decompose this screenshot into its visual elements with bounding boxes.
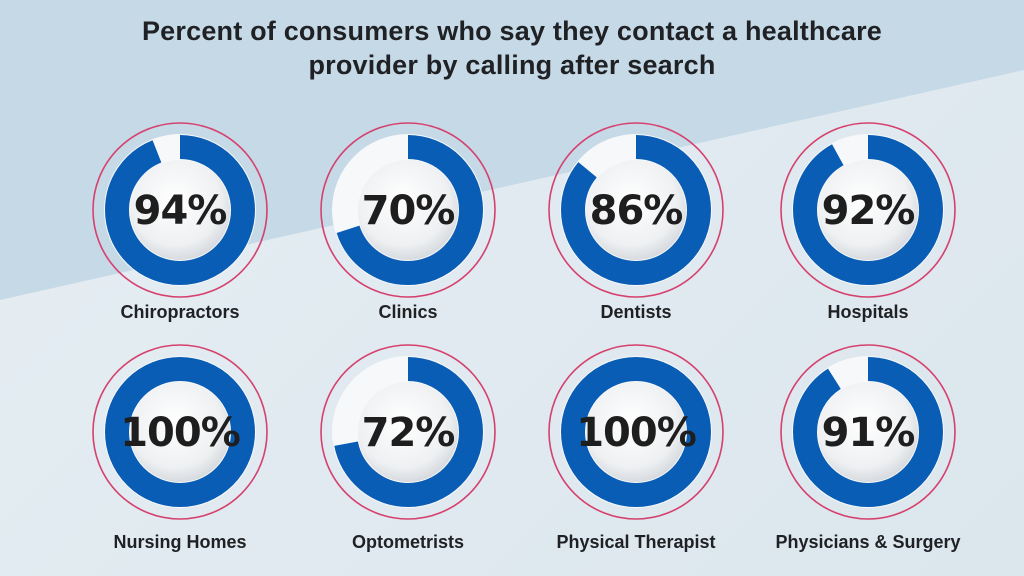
donut-outline (320, 122, 496, 298)
donut-chart (548, 122, 724, 298)
donut-outline (92, 344, 268, 520)
donut-value-arc (333, 357, 483, 507)
donut-category-label: Physical Therapist (556, 532, 716, 552)
donut-center (818, 160, 918, 260)
donut-chart (780, 122, 956, 298)
donut-center (586, 382, 686, 482)
donut-outline (92, 122, 268, 298)
donut-value-label: 86% (589, 188, 684, 234)
donut-value-label: 91% (821, 410, 916, 456)
donut-value-label: 100% (120, 410, 241, 456)
donut-chart (780, 344, 956, 520)
donut-value-label: 72% (361, 410, 456, 456)
donut-center (130, 160, 230, 260)
donut-category-label: Hospitals (827, 302, 909, 322)
donut-chart (92, 122, 268, 298)
donut-nursing-homes: 100% Nursing Homes (88, 340, 272, 560)
donut-physical-therapist: 100% Physical Therapist (544, 340, 728, 560)
donut-category-label: Dentists (600, 302, 672, 322)
donut-value-arc (333, 135, 483, 285)
donut-outline (320, 344, 496, 520)
donut-chart (320, 344, 496, 520)
donut-hospitals: 92% Hospitals (776, 118, 960, 338)
donut-clinics: 70% Clinics (316, 118, 500, 338)
donut-value-label: 100% (576, 410, 697, 456)
donut-outline (548, 122, 724, 298)
donut-value-arc (561, 135, 711, 285)
donut-value-label: 94% (133, 188, 228, 234)
donut-chart (320, 122, 496, 298)
donut-value-arc (105, 357, 255, 507)
donut-category-label: Optometrists (351, 532, 465, 552)
donut-chart (92, 344, 268, 520)
donut-value-arc (561, 357, 711, 507)
chart-title-line-1: Percent of consumers who say they contac… (141, 16, 883, 46)
donut-outline (780, 122, 956, 298)
donut-optometrists: 72% Optometrists (316, 340, 500, 560)
donut-category-label: Chiropractors (120, 302, 240, 322)
donut-center (586, 160, 686, 260)
donut-value-label: 92% (821, 188, 916, 234)
donut-center (130, 382, 230, 482)
donut-category-label: Physicians & Surgery (775, 532, 961, 552)
donut-value-arc (105, 135, 255, 285)
chart-title: Percent of consumers who say they contac… (0, 14, 1024, 82)
donut-center (818, 382, 918, 482)
chart-title-line-2: provider by calling after search (308, 50, 716, 80)
donut-outline (780, 344, 956, 520)
donut-dentists: 86% Dentists (544, 118, 728, 338)
donut-outline (548, 344, 724, 520)
donut-category-label: Clinics (378, 302, 438, 322)
donut-value-arc (793, 357, 943, 507)
donut-center (358, 382, 458, 482)
donut-center (358, 160, 458, 260)
donut-value-arc (793, 135, 943, 285)
donut-category-label: Nursing Homes (113, 532, 247, 552)
donut-physicians-surgery: 91% Physicians & Surgery (775, 340, 961, 560)
donut-chiropractors: 94% Chiropractors (88, 118, 272, 338)
donut-chart (548, 344, 724, 520)
donut-value-label: 70% (361, 188, 456, 234)
